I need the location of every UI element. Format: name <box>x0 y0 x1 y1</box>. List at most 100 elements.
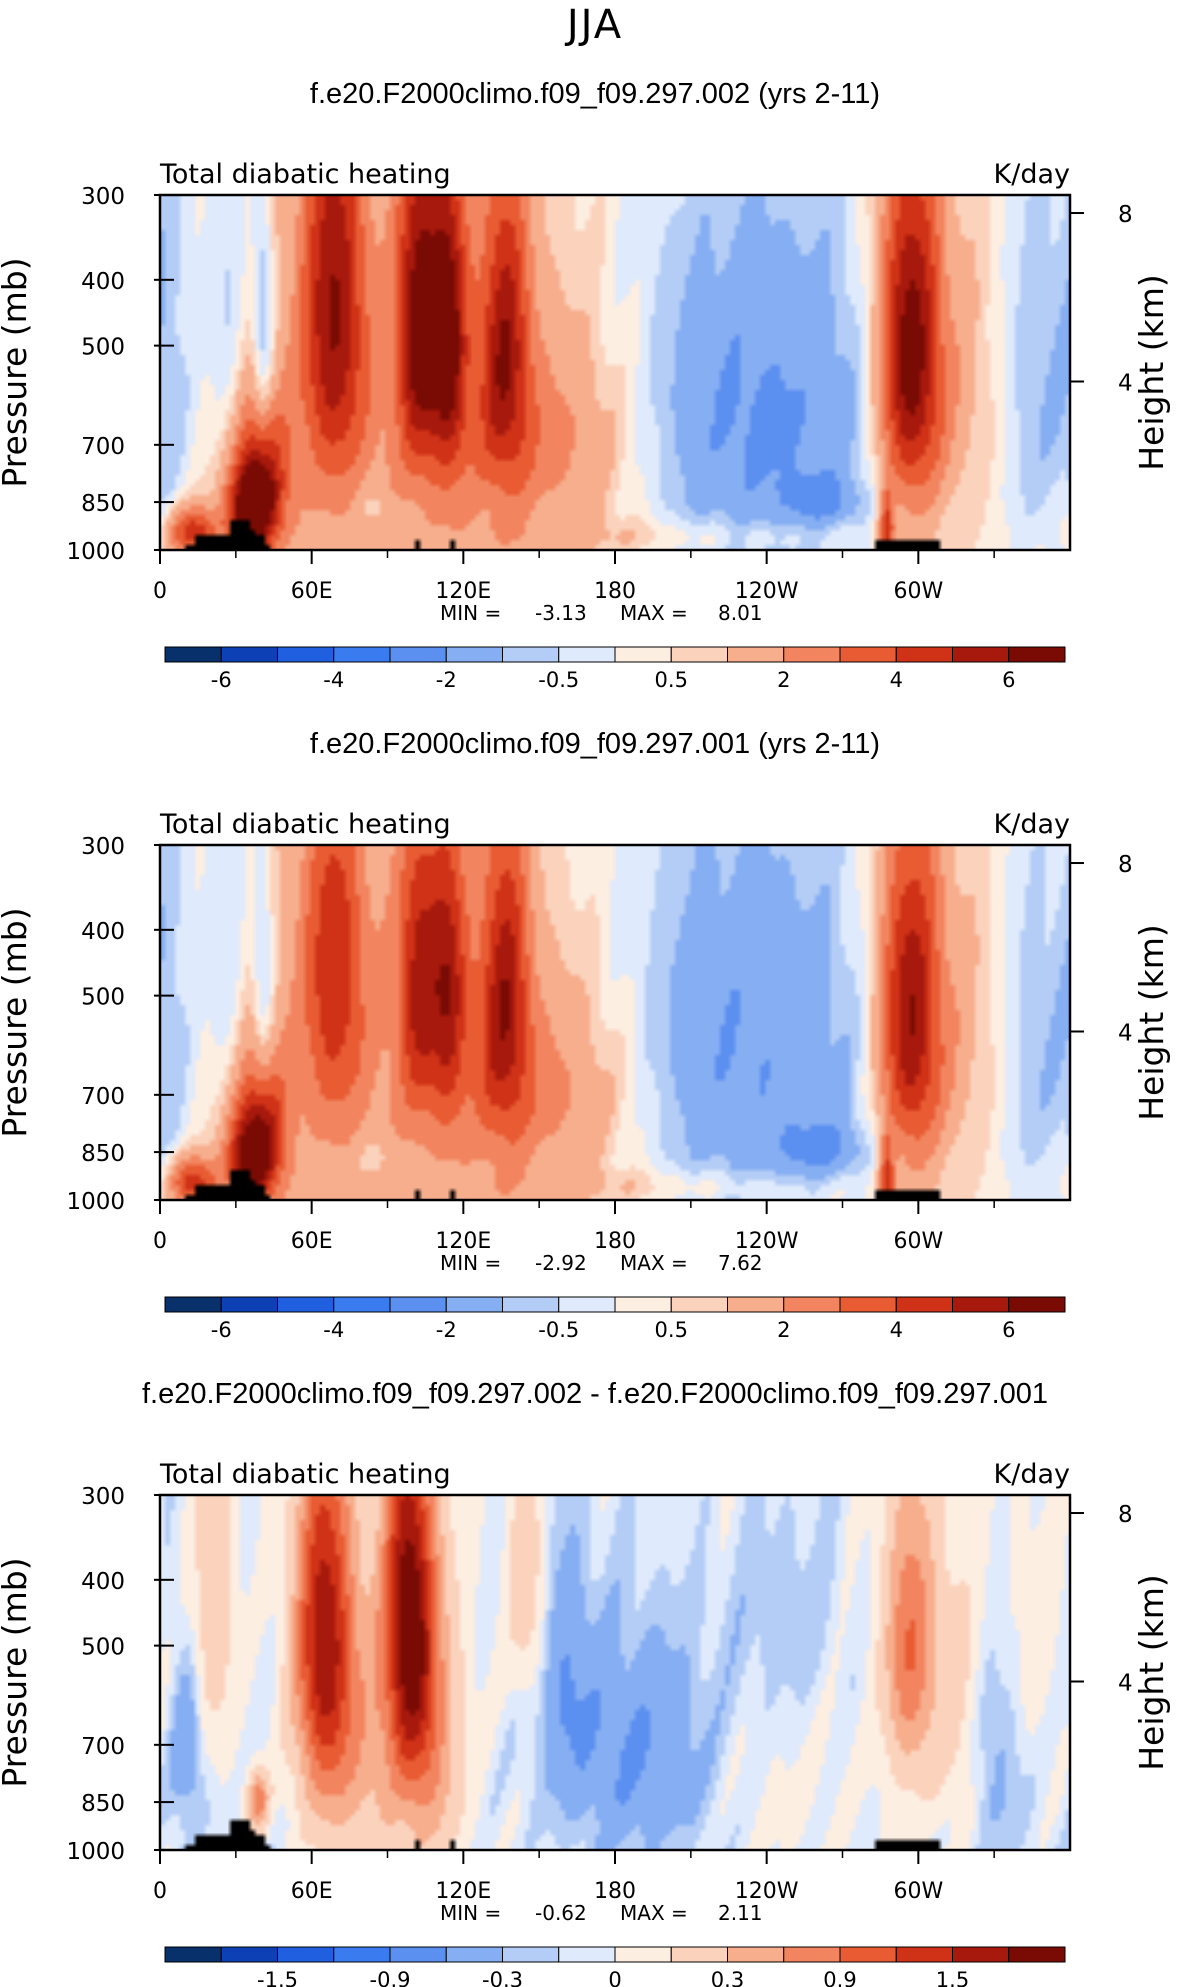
colorbar-swatch <box>277 646 335 663</box>
panel-2-field <box>160 845 1070 1200</box>
colorbar-swatch <box>277 1296 335 1313</box>
colorbar-swatch <box>389 646 447 663</box>
max-label: MAX = <box>620 601 688 625</box>
colorbar-swatch <box>895 1946 953 1963</box>
panel-1-plot: Total diabatic heating K/day 300 400 500 700 8… <box>0 159 1171 625</box>
colorbar-label: -4 <box>323 668 344 692</box>
y-tick-label: 700 <box>81 1734 125 1760</box>
page-title: JJA <box>566 2 624 48</box>
colorbar-swatch <box>277 1946 335 1963</box>
colorbar-label: -2 <box>436 668 457 692</box>
min-label: MIN = <box>440 1251 501 1275</box>
colorbar-swatch <box>839 1296 897 1313</box>
y-tick-label: 1000 <box>66 1839 125 1865</box>
x-tick-label: 120E <box>435 579 491 604</box>
colorbar-swatch <box>783 1296 841 1313</box>
colorbar-swatch <box>558 1946 616 1963</box>
x-tick-label: 60E <box>291 1879 333 1904</box>
colorbar-label: -1.5 <box>257 1968 298 1987</box>
x-tick-label: 60E <box>291 579 333 604</box>
panel-1-field <box>160 195 1070 550</box>
colorbar-swatch <box>502 1946 560 1963</box>
colorbar-label: 0.3 <box>711 1968 744 1987</box>
colorbar-swatch <box>389 1296 447 1313</box>
colorbar-label: -0.9 <box>370 1968 411 1987</box>
y2-tick-label: 8 <box>1118 852 1133 878</box>
panel-1-title: f.e20.F2000climo.f09_f09.297.002 (yrs 2-… <box>309 78 881 110</box>
x-tick-label: 180 <box>594 579 636 604</box>
colorbar-swatch <box>783 1946 841 1963</box>
y-tick-label: 700 <box>81 434 125 460</box>
colorbar-swatch <box>895 646 953 663</box>
colorbar-swatch <box>727 1296 785 1313</box>
colorbar-swatch <box>164 646 222 663</box>
colorbar-swatch <box>670 1296 728 1313</box>
colorbar-swatch <box>445 1296 503 1313</box>
y-tick-label: 400 <box>81 269 125 295</box>
x-tick-label: 0 <box>153 579 167 604</box>
panel-units-label: K/day <box>994 159 1070 190</box>
x-tick-label: 120E <box>435 1229 491 1254</box>
y-tick-label: 400 <box>81 1569 125 1595</box>
colorbar-swatch <box>952 1296 1010 1313</box>
y2-axis-title: Height (km) <box>1132 274 1171 471</box>
y2-axis-title: Height (km) <box>1132 1574 1171 1771</box>
colorbar-swatch <box>839 646 897 663</box>
y-tick-label: 850 <box>81 1141 125 1167</box>
colorbar-swatch <box>333 1946 391 1963</box>
x-tick-label: 60E <box>291 1229 333 1254</box>
colorbar-swatch <box>220 1946 278 1963</box>
colorbar-swatch <box>895 1296 953 1313</box>
x-tick-label: 120W <box>735 1229 799 1254</box>
colorbar-swatch <box>1008 1296 1066 1313</box>
colorbar-2: -6 -4 -2 -0.5 0.5 2 4 6 <box>164 1296 1066 1342</box>
colorbar-label: 2 <box>777 1318 790 1342</box>
x-tick-label: 120E <box>435 1879 491 1904</box>
colorbar-swatch <box>389 1946 447 1963</box>
y-axis-title: Pressure (mb) <box>0 1557 34 1787</box>
y-tick-label: 500 <box>81 1635 125 1661</box>
y2-tick-label: 4 <box>1118 1671 1133 1697</box>
y-tick-label: 500 <box>81 985 125 1011</box>
panel-units-label: K/day <box>994 1459 1070 1490</box>
colorbar-label: -0.3 <box>482 1968 523 1987</box>
panel-left-label: Total diabatic heating <box>159 1459 451 1490</box>
panel-units-label: K/day <box>994 809 1070 840</box>
colorbar-swatch <box>558 1296 616 1313</box>
min-value: -0.62 <box>535 1901 587 1925</box>
max-value: 2.11 <box>718 1901 763 1925</box>
colorbar-label: 0.5 <box>655 668 688 692</box>
colorbar-swatch <box>558 646 616 663</box>
max-label: MAX = <box>620 1251 688 1275</box>
y-axis-title: Pressure (mb) <box>0 257 34 487</box>
panel-left-label: Total diabatic heating <box>159 159 451 190</box>
colorbar-swatch <box>164 1296 222 1313</box>
colorbar-swatch <box>445 1946 503 1963</box>
y2-tick-label: 4 <box>1118 1021 1133 1047</box>
colorbar-swatch <box>1008 1946 1066 1963</box>
colorbar-swatch <box>1008 646 1066 663</box>
colorbar-swatch <box>952 646 1010 663</box>
min-label: MIN = <box>440 1901 501 1925</box>
colorbar-swatch <box>445 646 503 663</box>
panel-3-field <box>160 1495 1070 1850</box>
colorbar-swatch <box>614 1296 672 1313</box>
colorbar-label: 0 <box>608 1968 621 1987</box>
colorbar-1: -6 -4 -2 -0.5 0.5 2 4 6 <box>164 646 1066 692</box>
y-tick-label: 700 <box>81 1084 125 1110</box>
x-tick-label: 60W <box>893 1229 943 1254</box>
y-tick-label: 300 <box>81 1484 125 1510</box>
panel-2-plot: Total diabatic heating K/day 300 400 500 700 8… <box>0 809 1171 1275</box>
colorbar-label: -6 <box>211 668 232 692</box>
y-tick-label: 300 <box>81 184 125 210</box>
colorbar-label: -4 <box>323 1318 344 1342</box>
colorbar-swatch <box>220 646 278 663</box>
colorbar-label: 2 <box>777 668 790 692</box>
colorbar-swatch <box>670 1946 728 1963</box>
min-label: MIN = <box>440 601 501 625</box>
colorbar-label: 4 <box>890 668 903 692</box>
colorbar-label: 0.9 <box>823 1968 856 1987</box>
y-tick-label: 850 <box>81 1791 125 1817</box>
x-tick-label: 120W <box>735 1879 799 1904</box>
